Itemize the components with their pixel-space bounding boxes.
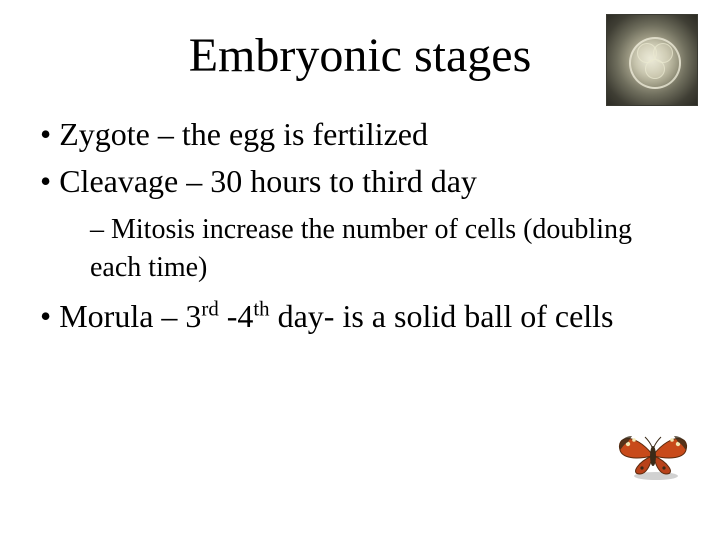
list-item: Zygote – the egg is fertilized bbox=[40, 113, 690, 156]
butterfly-image bbox=[614, 428, 692, 482]
list-item: Cleavage – 30 hours to third day bbox=[40, 160, 690, 203]
ordinal-sup: th bbox=[253, 297, 269, 320]
bullet-text: Morula – 3 bbox=[40, 298, 201, 334]
bullet-list: Zygote – the egg is fertilized Cleavage … bbox=[30, 113, 690, 338]
list-subitem: Mitosis increase the number of cells (do… bbox=[90, 211, 690, 287]
embryo-image bbox=[606, 14, 698, 106]
ordinal-sup: rd bbox=[201, 297, 218, 320]
list-item: Morula – 3rd -4th day- is a solid ball o… bbox=[40, 295, 690, 338]
slide: Embryonic stages Zygote – the egg is fer… bbox=[0, 0, 720, 540]
bullet-text: day- is a solid ball of cells bbox=[270, 298, 614, 334]
bullet-text: -4 bbox=[219, 298, 254, 334]
page-title: Embryonic stages bbox=[30, 28, 690, 83]
